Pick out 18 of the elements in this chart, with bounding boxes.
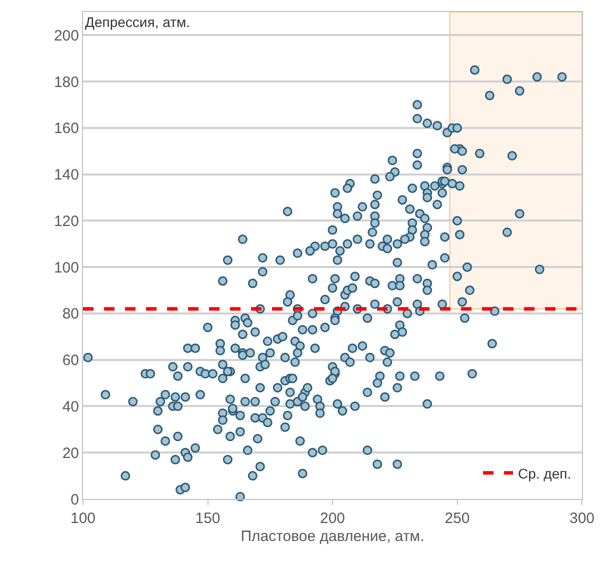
y-tick-label: 200 bbox=[54, 27, 79, 44]
x-tick-label: 250 bbox=[444, 510, 470, 527]
x-tick-label: 200 bbox=[320, 510, 346, 527]
y-tick-label: 160 bbox=[54, 120, 79, 138]
y-tick-label: 180 bbox=[54, 74, 79, 91]
x-tick-label: 150 bbox=[195, 510, 220, 527]
y-tick-label: 120 bbox=[54, 212, 79, 230]
y-tick-label: 140 bbox=[54, 166, 79, 184]
y-tick-label: 60 bbox=[62, 352, 79, 370]
x-tick-label: 300 bbox=[569, 510, 595, 527]
y-tick-label: 80 bbox=[62, 306, 79, 323]
legend-label: Ср. деп. bbox=[518, 465, 572, 482]
y-tick-label: 40 bbox=[62, 398, 79, 416]
x-axis-title: Пластовое давление, атм. bbox=[240, 528, 424, 545]
y-tick-label: 20 bbox=[62, 444, 79, 462]
y-tick-label: 0 bbox=[70, 491, 79, 508]
y-axis-title: Депрессия, атм. bbox=[85, 14, 190, 30]
y-tick-label: 100 bbox=[54, 259, 79, 276]
